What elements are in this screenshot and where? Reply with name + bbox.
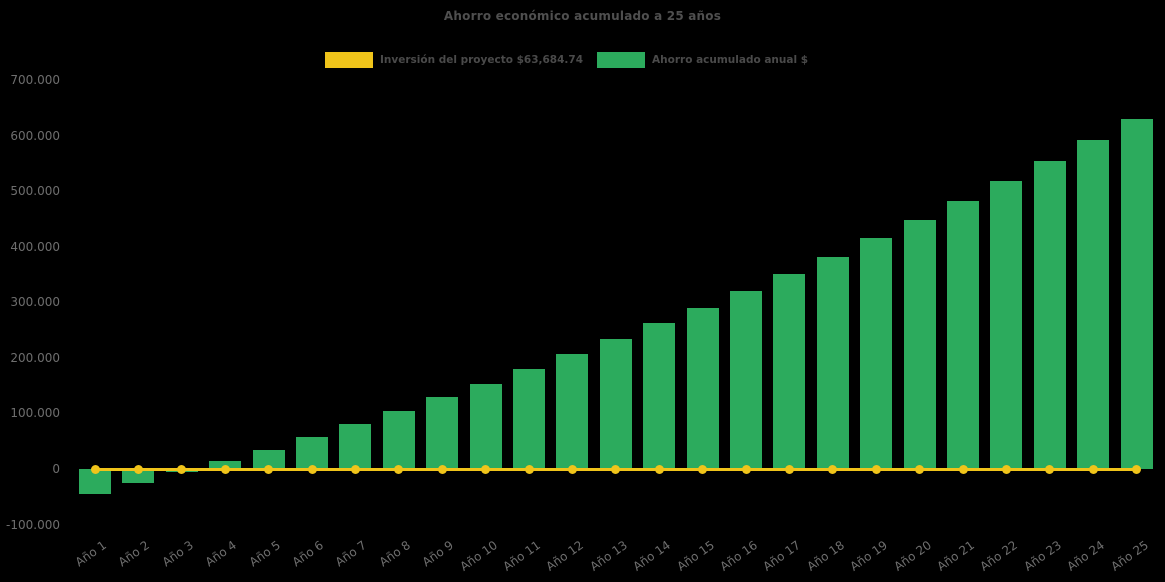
investment-line-marker	[350, 464, 360, 474]
investment-line-marker	[1001, 464, 1011, 474]
investment-line-marker	[437, 464, 447, 474]
investment-line-marker	[481, 464, 491, 474]
chart-bar	[643, 323, 676, 469]
investment-line-marker	[220, 464, 230, 474]
chart-bar	[990, 181, 1023, 469]
investment-line-marker	[307, 464, 317, 474]
chart-bar	[556, 353, 589, 469]
y-tick-label: 700.000	[10, 73, 60, 87]
y-tick-label: 100.000	[10, 406, 60, 421]
chart-bar	[686, 308, 719, 469]
investment-line-marker	[915, 464, 925, 474]
investment-line-marker	[90, 464, 100, 474]
chart-bar	[1033, 161, 1066, 469]
chart-bar	[252, 449, 285, 469]
chart-bar	[947, 201, 979, 469]
chart-bar	[599, 339, 632, 469]
investment-line-marker	[133, 464, 143, 474]
investment-line-marker	[611, 464, 621, 474]
chart-bar	[426, 396, 459, 469]
y-tick-label: 300.000	[10, 295, 60, 310]
legend-swatch-savings	[597, 52, 646, 68]
chart-bar	[1077, 140, 1110, 469]
legend-label-investment: Inversión del proyecto $63,684.74	[380, 54, 584, 66]
investment-line-marker	[784, 464, 794, 474]
legend-item-savings: Ahorro acumulado anual $	[597, 52, 808, 68]
investment-line-marker	[698, 464, 708, 474]
investment-line-marker	[264, 464, 274, 474]
chart-bar	[296, 437, 328, 469]
y-tick-label: 600.000	[10, 128, 60, 143]
chart-bar	[122, 469, 155, 484]
legend-label-savings: Ahorro acumulado anual $	[652, 54, 809, 66]
investment-line-marker	[654, 464, 664, 474]
y-tick-label: -100.000	[6, 517, 60, 532]
investment-line-marker	[828, 464, 838, 474]
investment-line-marker	[394, 464, 404, 474]
chart-bar	[469, 383, 502, 469]
investment-line-marker	[177, 464, 187, 474]
investment-line-marker	[567, 464, 577, 474]
investment-line-marker	[1045, 464, 1055, 474]
investment-line-marker	[1088, 464, 1098, 474]
chart-bar	[1120, 118, 1153, 469]
legend-swatch-investment	[325, 52, 373, 68]
y-tick-label: 400.000	[10, 239, 60, 254]
chart-bar	[816, 256, 849, 469]
y-tick-label: 200.000	[10, 350, 60, 365]
investment-line-marker	[958, 464, 968, 474]
y-tick-label: 500.000	[10, 184, 60, 199]
legend: Inversión del proyecto $63,684.74 Ahorro…	[325, 52, 808, 68]
investment-line-marker	[524, 464, 534, 474]
chart-title: Ahorro económico acumulado a 25 años	[443, 9, 722, 23]
chart-bar	[730, 290, 762, 469]
chart-bar	[773, 274, 806, 469]
chart-bar	[903, 220, 936, 469]
investment-line-marker	[1132, 464, 1142, 474]
chart-bar	[339, 423, 372, 469]
y-tick-label: 0	[52, 462, 60, 476]
investment-line-marker	[741, 464, 751, 474]
legend-item-investment: Inversión del proyecto $63,684.74	[325, 52, 583, 68]
chart-bar	[860, 238, 893, 469]
investment-line-marker	[871, 464, 881, 474]
chart-bar	[513, 369, 545, 469]
chart-bar	[382, 410, 415, 469]
